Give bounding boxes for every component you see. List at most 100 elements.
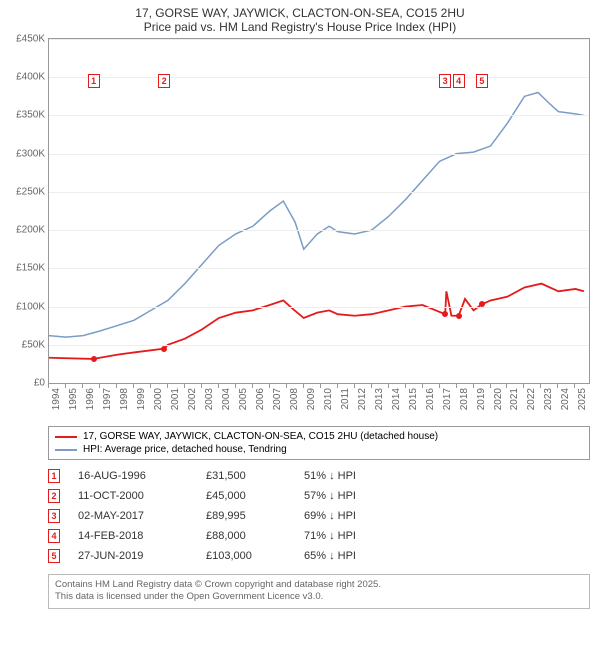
sale-dot bbox=[479, 301, 485, 307]
sale-row-marker: 5 bbox=[48, 549, 60, 563]
sale-pct: 71% ↓ HPI bbox=[304, 530, 356, 542]
sale-pct: 57% ↓ HPI bbox=[304, 490, 356, 502]
gridline-h bbox=[49, 154, 589, 155]
x-tick bbox=[201, 384, 202, 388]
x-tick-label: 2025 bbox=[577, 388, 588, 410]
sale-pct: 65% ↓ HPI bbox=[304, 550, 356, 562]
x-tick bbox=[523, 384, 524, 388]
x-tick bbox=[150, 384, 151, 388]
legend: 17, GORSE WAY, JAYWICK, CLACTON-ON-SEA, … bbox=[48, 426, 590, 460]
legend-swatch bbox=[55, 436, 77, 438]
x-axis-labels: 1994199519961997199819992000200120022003… bbox=[48, 384, 590, 418]
x-tick bbox=[371, 384, 372, 388]
sale-date: 16-AUG-1996 bbox=[78, 470, 188, 482]
x-tick-label: 2019 bbox=[476, 388, 487, 410]
x-tick-label: 2018 bbox=[459, 388, 470, 410]
sale-price: £31,500 bbox=[206, 470, 286, 482]
gridline-h bbox=[49, 39, 589, 40]
y-tick-label: £0 bbox=[34, 378, 45, 389]
x-tick-label: 2007 bbox=[272, 388, 283, 410]
footer-line1: Contains HM Land Registry data © Crown c… bbox=[55, 579, 583, 591]
sale-dot bbox=[161, 346, 167, 352]
x-tick bbox=[133, 384, 134, 388]
x-tick-label: 2005 bbox=[238, 388, 249, 410]
gridline-h bbox=[49, 230, 589, 231]
sale-pct: 51% ↓ HPI bbox=[304, 470, 356, 482]
sale-price: £45,000 bbox=[206, 490, 286, 502]
x-tick-label: 2023 bbox=[543, 388, 554, 410]
sale-dot bbox=[456, 313, 462, 319]
sale-row: 1 16-AUG-1996 £31,500 51% ↓ HPI bbox=[48, 466, 590, 486]
sale-row: 302-MAY-2017£89,99569% ↓ HPI bbox=[48, 506, 590, 526]
sale-marker-2: 2 bbox=[158, 74, 170, 88]
sale-date: 27-JUN-2019 bbox=[78, 550, 188, 562]
sale-row-marker: 4 bbox=[48, 529, 60, 543]
x-tick bbox=[252, 384, 253, 388]
gridline-h bbox=[49, 77, 589, 78]
sale-marker-5: 5 bbox=[476, 74, 488, 88]
legend-row: HPI: Average price, detached house, Tend… bbox=[55, 443, 583, 456]
footer-line2: This data is licensed under the Open Gov… bbox=[55, 591, 583, 603]
series-hpi bbox=[49, 93, 584, 338]
x-tick-label: 2022 bbox=[526, 388, 537, 410]
x-tick bbox=[218, 384, 219, 388]
legend-swatch bbox=[55, 449, 77, 451]
x-tick-label: 2000 bbox=[153, 388, 164, 410]
x-tick-label: 2001 bbox=[170, 388, 181, 410]
x-tick-label: 1995 bbox=[68, 388, 79, 410]
x-tick-label: 2011 bbox=[340, 388, 351, 410]
x-tick-label: 1999 bbox=[136, 388, 147, 410]
gridline-h bbox=[49, 307, 589, 308]
x-tick bbox=[167, 384, 168, 388]
legend-label: 17, GORSE WAY, JAYWICK, CLACTON-ON-SEA, … bbox=[83, 431, 438, 442]
y-tick-label: £450K bbox=[16, 34, 45, 45]
x-tick bbox=[184, 384, 185, 388]
x-tick-label: 1997 bbox=[102, 388, 113, 410]
sale-row-marker: 1 bbox=[48, 469, 60, 483]
sale-marker-1: 1 bbox=[88, 74, 100, 88]
sale-date: 02-MAY-2017 bbox=[78, 510, 188, 522]
sale-row-marker: 2 bbox=[48, 489, 60, 503]
x-tick-label: 2010 bbox=[323, 388, 334, 410]
sale-price: £89,995 bbox=[206, 510, 286, 522]
gridline-h bbox=[49, 268, 589, 269]
x-tick bbox=[506, 384, 507, 388]
y-tick-label: £150K bbox=[16, 263, 45, 274]
x-tick-label: 2014 bbox=[391, 388, 402, 410]
x-tick bbox=[82, 384, 83, 388]
x-tick-label: 2020 bbox=[493, 388, 504, 410]
gridline-h bbox=[49, 115, 589, 116]
x-tick bbox=[422, 384, 423, 388]
x-tick bbox=[388, 384, 389, 388]
sale-price: £88,000 bbox=[206, 530, 286, 542]
x-tick-label: 2009 bbox=[306, 388, 317, 410]
x-tick bbox=[320, 384, 321, 388]
x-tick-label: 2008 bbox=[289, 388, 300, 410]
sale-marker-4: 4 bbox=[453, 74, 465, 88]
sale-row: 414-FEB-2018£88,00071% ↓ HPI bbox=[48, 526, 590, 546]
x-tick bbox=[48, 384, 49, 388]
y-tick-label: £250K bbox=[16, 186, 45, 197]
gridline-h bbox=[49, 345, 589, 346]
x-tick bbox=[65, 384, 66, 388]
sale-row: 527-JUN-2019£103,00065% ↓ HPI bbox=[48, 546, 590, 566]
x-tick-label: 2002 bbox=[187, 388, 198, 410]
x-tick bbox=[354, 384, 355, 388]
x-tick bbox=[337, 384, 338, 388]
x-tick-label: 1998 bbox=[119, 388, 130, 410]
x-tick bbox=[99, 384, 100, 388]
x-tick bbox=[456, 384, 457, 388]
sale-dot bbox=[91, 356, 97, 362]
x-tick-label: 2006 bbox=[255, 388, 266, 410]
y-tick-label: £100K bbox=[16, 301, 45, 312]
sale-row: 2 11-OCT-2000 £45,000 57% ↓ HPI bbox=[48, 486, 590, 506]
chart-area: £0£50K£100K£150K£200K£250K£300K£350K£400… bbox=[48, 38, 590, 418]
sale-row-marker: 3 bbox=[48, 509, 60, 523]
x-tick-label: 1996 bbox=[85, 388, 96, 410]
sale-date: 11-OCT-2000 bbox=[78, 490, 188, 502]
y-tick-label: £50K bbox=[22, 339, 45, 350]
chart-lines bbox=[49, 39, 589, 383]
x-tick bbox=[490, 384, 491, 388]
sales-table: 1 16-AUG-1996 £31,500 51% ↓ HPI 2 11-OCT-2000… bbox=[48, 466, 590, 566]
x-tick-label: 1994 bbox=[51, 388, 62, 410]
